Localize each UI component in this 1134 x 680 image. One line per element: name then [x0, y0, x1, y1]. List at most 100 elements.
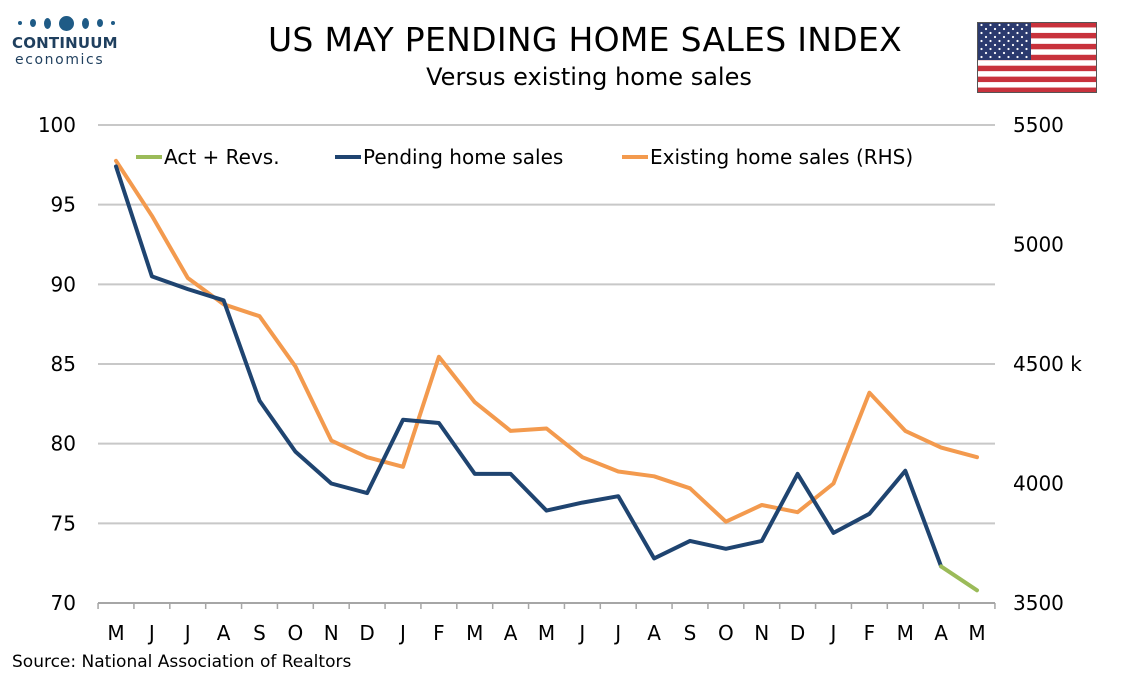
logo-dot — [18, 21, 22, 25]
x-tick-label: S — [684, 621, 697, 645]
flag-star — [1025, 31, 1028, 35]
flag-star — [993, 51, 997, 55]
us-flag-icon — [977, 22, 1097, 93]
x-tick-label: J — [577, 621, 585, 645]
x-tick-label: F — [864, 621, 876, 645]
x-tick-label: J — [183, 621, 191, 645]
x-tick-label: F — [433, 621, 445, 645]
flag-star — [993, 35, 997, 39]
x-tick-label: N — [324, 621, 339, 645]
flag-stripe — [977, 22, 1097, 28]
flag-star — [1007, 55, 1010, 59]
flag-star — [998, 23, 1001, 27]
x-tick-label: M — [538, 621, 555, 645]
x-tick-label: O — [718, 621, 734, 645]
legend-label: Act + Revs. — [164, 145, 280, 169]
flag-star — [1025, 55, 1028, 59]
flag-star — [984, 35, 988, 39]
y-right-tick-label: 5000 — [1013, 233, 1064, 257]
x-tick-label: J — [147, 621, 155, 645]
continuum-logo: CONTINUUM economics — [12, 14, 132, 76]
flag-stripe — [977, 54, 1097, 61]
y-right-tick-label: 4500 k — [1013, 352, 1082, 376]
flag-star — [1011, 27, 1015, 31]
flag-star — [1020, 35, 1024, 39]
y-left-tick-label: 80 — [51, 432, 76, 456]
flag-star — [1020, 51, 1024, 55]
x-tick-label: A — [647, 621, 661, 645]
logo-sub: economics — [15, 52, 105, 68]
flag-star — [993, 43, 997, 47]
y-left-tick-label: 85 — [51, 352, 76, 376]
flag-star — [984, 51, 988, 55]
x-tick-label: D — [790, 621, 805, 645]
flag-star — [989, 23, 992, 27]
flag-star — [1011, 35, 1015, 39]
y-right-tick-label: 5500 — [1013, 113, 1064, 137]
logo-dot — [59, 15, 74, 31]
series-line-existing-home-sales-rhs — [114, 158, 979, 524]
flag-star — [998, 31, 1001, 35]
flag-star — [980, 55, 983, 59]
flag-star — [980, 47, 983, 51]
logo-dots — [12, 14, 132, 32]
flag-star — [998, 47, 1001, 51]
flag-star — [1011, 43, 1015, 47]
x-tick-label: S — [253, 621, 266, 645]
flag-star — [989, 31, 992, 35]
flag-star — [984, 43, 988, 47]
flag-star — [989, 39, 992, 43]
flag-stripes — [977, 22, 1097, 93]
flag-star — [1016, 31, 1019, 35]
flag-star — [1020, 27, 1024, 31]
y-right-tick-label: 3500 — [1013, 591, 1064, 615]
logo-dot — [97, 19, 103, 27]
flag-star — [989, 47, 992, 51]
flag-star — [998, 55, 1001, 59]
flag-star — [1007, 47, 1010, 51]
legend: Act + Revs. Pending home sales Existing ho… — [136, 145, 913, 169]
chart-title: US MAY PENDING HOME SALES INDEX — [267, 20, 903, 59]
x-tick-label: M — [897, 621, 914, 645]
flag-star — [1002, 43, 1006, 47]
x-tick-label: J — [398, 621, 406, 645]
y-right-tick-label: 4000 — [1013, 472, 1064, 496]
legend-label: Pending home sales — [363, 145, 563, 169]
y-left-tick-label: 100 — [38, 113, 76, 137]
flag-star — [989, 55, 992, 59]
flag-border — [977, 22, 1097, 93]
logo-dot — [82, 17, 89, 29]
x-tick-label: J — [613, 621, 621, 645]
flag-star — [1020, 43, 1024, 47]
chart-subtitle: Versus existing home sales — [426, 63, 752, 91]
logo-name: CONTINUUM — [12, 34, 118, 52]
y-left-tick-label: 90 — [51, 272, 76, 296]
logo-dot — [111, 21, 115, 25]
y-left-tick-label: 75 — [51, 511, 76, 535]
logo-dot — [44, 17, 51, 29]
flag-star — [1016, 23, 1019, 27]
flag-stripe — [977, 76, 1097, 83]
series-line-pending-home-sales — [114, 164, 944, 569]
flag-stars — [980, 23, 1028, 59]
flag-star — [980, 31, 983, 35]
flag-stripe — [977, 32, 1097, 39]
x-tick-label: N — [754, 621, 769, 645]
flag-star — [1007, 23, 1010, 27]
flag-star — [1011, 51, 1015, 55]
source-note: Source: National Association of Realtors — [12, 652, 352, 672]
flag-star — [998, 39, 1001, 43]
flag-star — [1007, 39, 1010, 43]
flag-star — [984, 27, 988, 31]
flag-stripe — [977, 43, 1097, 50]
x-tick-label: A — [504, 621, 518, 645]
flag-star — [1025, 39, 1028, 43]
flag-star — [1016, 55, 1019, 59]
flag-stripe — [977, 65, 1097, 72]
x-tick-label: O — [288, 621, 304, 645]
y-left-tick-label: 70 — [51, 591, 76, 615]
x-tick-label: M — [968, 621, 985, 645]
flag-stripe — [977, 87, 1097, 93]
flag-star — [1025, 47, 1028, 51]
